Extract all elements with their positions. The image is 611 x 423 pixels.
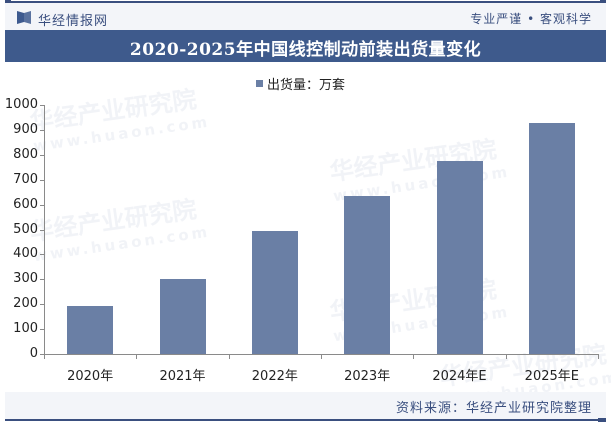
x-tick-label: 2022年 (251, 369, 298, 384)
chart-title: 2020-2025年中国线控制动前装出货量变化 (129, 40, 482, 60)
y-tick-mark (40, 279, 44, 281)
y-tick-mark (40, 129, 44, 131)
y-tick-mark (40, 304, 44, 306)
y-tick-mark (40, 254, 44, 256)
slogan: 专业严谨 • 客观科学 (470, 12, 592, 26)
header-bar: 华经情报网 专业严谨 • 客观科学 (5, 3, 606, 30)
x-tick-mark (598, 354, 599, 359)
legend-swatch (256, 80, 263, 87)
y-tick-mark (40, 354, 44, 355)
y-tick-label: 100 (13, 321, 38, 337)
top-rule-cap (5, 0, 11, 4)
x-tick-mark (321, 354, 322, 359)
x-tick-label: 2025年E (524, 369, 579, 384)
bar-2023年 (344, 195, 391, 354)
y-tick-mark (40, 105, 44, 106)
x-tick-label: 2021年 (159, 369, 206, 384)
bar-2021年 (159, 278, 206, 354)
x-tick-mark (228, 354, 230, 359)
y-tick-mark (40, 154, 44, 156)
logo-icon (17, 11, 31, 24)
footer-bar: 资料来源：华经产业研究院整理 (5, 392, 606, 419)
x-tick-label: 2023年 (344, 369, 391, 384)
y-tick-label: 200 (13, 296, 38, 312)
x-tick-label: 2024年E (432, 369, 487, 384)
y-tick-mark (40, 179, 44, 181)
bar-2025年E (528, 122, 575, 354)
x-tick-mark (136, 354, 138, 359)
y-tick-mark (40, 229, 44, 231)
y-tick-label: 800 (13, 146, 38, 162)
y-tick-label: 700 (13, 171, 38, 187)
top-rule-cap-right (600, 0, 606, 4)
bar-2022年 (251, 230, 298, 354)
legend-label: 出货量：万套 (267, 78, 346, 93)
y-tick-label: 1000 (4, 97, 38, 112)
source-note: 资料来源：华经产业研究院整理 (395, 401, 592, 416)
brand-name: 华经情报网 (38, 14, 109, 29)
y-axis (44, 105, 45, 355)
title-bar: 2020-2025年中国线控制动前装出货量变化 (5, 30, 606, 62)
x-tick-mark (505, 354, 507, 359)
x-tick-mark (413, 354, 415, 359)
y-tick-mark (40, 204, 44, 206)
y-tick-label: 600 (13, 196, 38, 212)
top-rule (5, 1, 606, 3)
chart-legend: 出货量：万套 (256, 74, 345, 93)
x-tick-label: 2020年 (67, 369, 114, 384)
bottom-rule-cap (598, 418, 606, 422)
y-tick-mark (40, 329, 44, 331)
y-tick-label: 400 (13, 246, 38, 262)
bar-2024年E (436, 160, 483, 354)
y-tick-label: 0 (29, 346, 38, 361)
y-tick-label: 500 (13, 221, 38, 237)
x-tick-mark (44, 354, 45, 359)
bar-2020年 (67, 305, 114, 354)
bottom-rule (5, 419, 606, 421)
y-tick-label: 300 (13, 271, 38, 287)
y-tick-label: 900 (13, 121, 38, 137)
